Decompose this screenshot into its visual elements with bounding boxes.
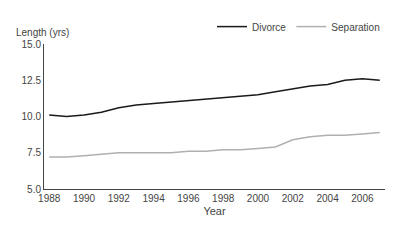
svg-text:2002: 2002 <box>282 193 305 204</box>
svg-text:2000: 2000 <box>247 193 270 204</box>
svg-text:15.0: 15.0 <box>22 39 42 50</box>
svg-text:10.0: 10.0 <box>22 111 42 122</box>
svg-text:12.5: 12.5 <box>22 75 42 86</box>
svg-text:1998: 1998 <box>212 193 235 204</box>
svg-text:7.5: 7.5 <box>27 147 41 158</box>
svg-text:Separation: Separation <box>331 22 379 33</box>
svg-text:1992: 1992 <box>108 193 131 204</box>
svg-text:2006: 2006 <box>351 193 374 204</box>
svg-text:5.0: 5.0 <box>27 184 41 195</box>
svg-text:1988: 1988 <box>38 193 61 204</box>
svg-text:1994: 1994 <box>142 193 165 204</box>
svg-text:Length (yrs): Length (yrs) <box>16 27 69 38</box>
svg-text:Divorce: Divorce <box>252 22 286 33</box>
svg-text:Year: Year <box>203 205 226 217</box>
svg-text:2004: 2004 <box>316 193 339 204</box>
svg-text:1990: 1990 <box>73 193 96 204</box>
svg-text:1996: 1996 <box>177 193 200 204</box>
